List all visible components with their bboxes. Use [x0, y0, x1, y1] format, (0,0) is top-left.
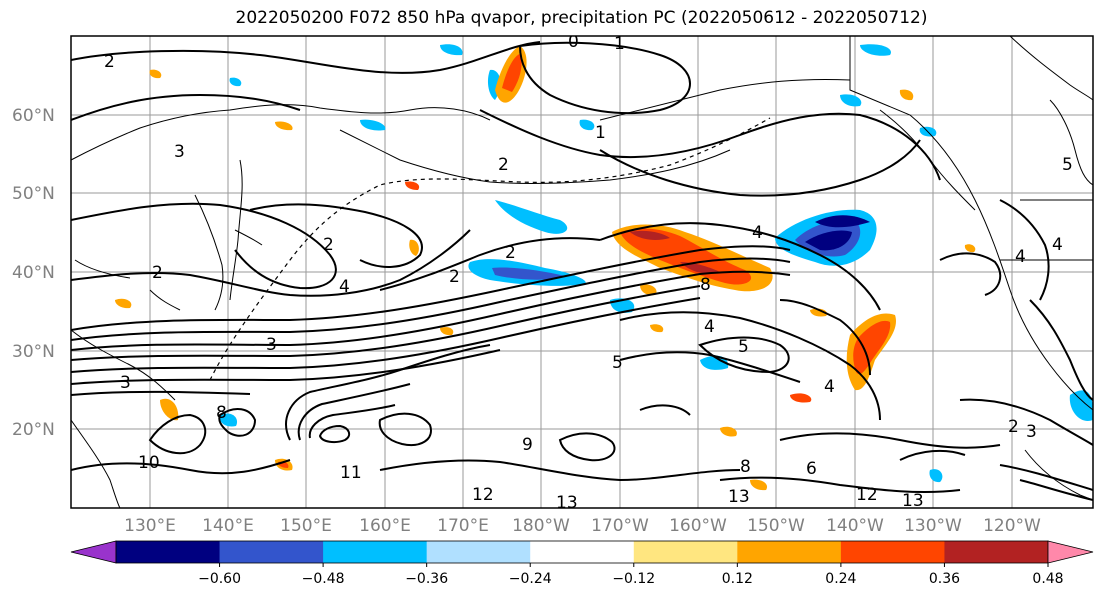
- contour-label: 0: [568, 32, 579, 52]
- lon-label: 170°E: [437, 516, 489, 536]
- contour-label: 12: [856, 485, 878, 505]
- colorbar-tick-label: 0.12: [722, 571, 753, 587]
- colorbar-segment: [323, 541, 428, 563]
- contour-label: 6: [806, 459, 817, 479]
- contour-label: 12: [472, 485, 494, 505]
- contour-labels: 2 0 1 1 2 3 2 2 2 2 4 4 4 4 5 3 5 5 4 3 …: [104, 32, 1073, 513]
- colorbar-segment: [426, 541, 531, 563]
- colorbar-left-arrow: [70, 540, 117, 564]
- colorbar-segment: [116, 541, 221, 563]
- contour-label: 2: [498, 155, 509, 175]
- contour-label: 2: [505, 243, 516, 263]
- latitude-labels: 60°N 50°N 40°N 30°N 20°N: [12, 106, 55, 440]
- lon-label: 130°E: [124, 516, 176, 536]
- contour-label: 4: [339, 277, 350, 297]
- colorbar-segment: [530, 541, 635, 563]
- colorbar-tick-label: −0.36: [405, 571, 448, 587]
- lon-label: 120°W: [983, 516, 1041, 536]
- contour-label: 4: [1015, 247, 1026, 267]
- qvapor-contours: [71, 41, 1093, 501]
- contour-label: 2: [323, 235, 334, 255]
- contour-label: 4: [704, 317, 715, 337]
- map-title: 2022050200 F072 850 hPa qvapor, precipit…: [235, 8, 928, 28]
- contour-label: 2: [449, 267, 460, 287]
- lon-label: 130°W: [904, 516, 962, 536]
- contour-label: 3: [174, 142, 185, 162]
- boundary-line: [209, 117, 771, 381]
- contour-label: 13: [728, 487, 750, 507]
- colorbar-segment: [737, 541, 842, 563]
- lon-label: 180°W: [512, 516, 570, 536]
- colorbar-right-arrow: [1047, 540, 1094, 564]
- longitude-labels: 130°E 140°E 150°E 160°E 170°E 180°W 170°…: [124, 516, 1041, 536]
- contour-label: 4: [1052, 235, 1063, 255]
- lat-label: 50°N: [12, 184, 55, 204]
- colorbar-segment: [219, 541, 324, 563]
- colorbar-tick-label: −0.12: [612, 571, 655, 587]
- contour-label: 10: [138, 453, 160, 473]
- contour-label: 2: [152, 263, 163, 283]
- contour-label: 1: [595, 123, 606, 143]
- contour-label: 5: [1062, 155, 1073, 175]
- contour-label: 8: [740, 457, 751, 477]
- lat-label: 40°N: [12, 263, 55, 283]
- contour-label: 13: [902, 491, 924, 511]
- lat-label: 60°N: [12, 106, 55, 126]
- lon-label: 140°W: [826, 516, 884, 536]
- colorbar-segment: [944, 541, 1049, 563]
- colorbar: −0.60 −0.48 −0.36 −0.24 −0.12 0.12 0.24 0.36 0.4…: [70, 540, 1094, 587]
- colorbar-tick-label: −0.24: [509, 571, 552, 587]
- contour-label: 8: [700, 275, 711, 295]
- lat-label: 30°N: [12, 342, 55, 362]
- contour-label: 4: [752, 223, 763, 243]
- colorbar-tick-label: 0.48: [1032, 571, 1063, 587]
- lon-label: 160°W: [669, 516, 727, 536]
- lon-label: 160°E: [359, 516, 411, 536]
- colorbar-tick-label: 0.36: [929, 571, 960, 587]
- contour-label: 3: [1026, 422, 1037, 442]
- lon-label: 140°E: [202, 516, 254, 536]
- contour-label: 2: [1008, 417, 1019, 437]
- lon-label: 170°W: [591, 516, 649, 536]
- lat-label: 20°N: [12, 420, 55, 440]
- contour-label: 1: [614, 34, 625, 54]
- colorbar-tick-label: −0.60: [198, 571, 241, 587]
- contour-label: 5: [612, 353, 623, 373]
- contour-label: 4: [824, 377, 835, 397]
- contour-label: 8: [216, 403, 227, 423]
- lon-label: 150°W: [747, 516, 805, 536]
- contour-label: 13: [556, 493, 578, 513]
- contour-label: 3: [120, 373, 131, 393]
- colorbar-segment: [633, 541, 738, 563]
- colorbar-tick-label: 0.24: [825, 571, 856, 587]
- contour-label: 11: [340, 463, 362, 483]
- contour-label: 5: [738, 337, 749, 357]
- colorbar-tick-label: −0.48: [302, 571, 345, 587]
- contour-label: 2: [104, 52, 115, 72]
- contour-label: 9: [522, 435, 533, 455]
- contour-label: 3: [266, 335, 277, 355]
- lon-label: 150°E: [280, 516, 332, 536]
- map-frame: [70, 35, 1094, 509]
- colorbar-segment: [840, 541, 945, 563]
